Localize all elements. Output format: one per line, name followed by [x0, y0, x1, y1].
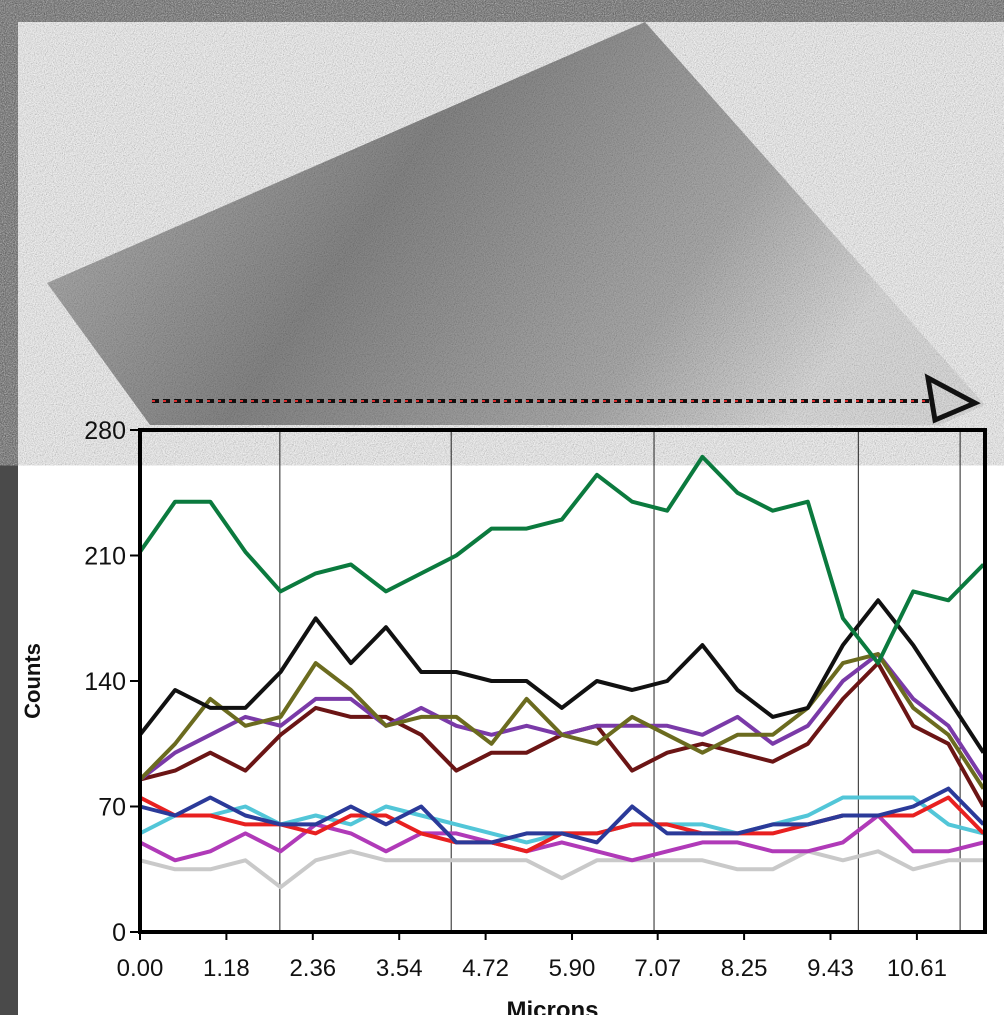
series-line — [138, 652, 986, 790]
scan-arrow — [924, 373, 981, 424]
y-axis-title: Counts — [20, 643, 45, 719]
y-tick-label: 280 — [84, 417, 126, 445]
x-tick-label: 10.61 — [887, 955, 947, 982]
x-tick-label: 1.18 — [203, 955, 250, 982]
y-tick-label: 140 — [84, 668, 126, 696]
series-line — [139, 813, 984, 863]
x-tick-label: 9.43 — [807, 955, 854, 982]
x-tick-label: 0.00 — [117, 955, 164, 982]
y-tick-label: 210 — [84, 543, 126, 571]
x-tick-label: 2.36 — [289, 955, 336, 982]
x-tick-label: 8.25 — [721, 955, 768, 982]
x-axis-title: Microns — [506, 997, 598, 1015]
x-tick-label: 4.72 — [462, 955, 509, 982]
series-line — [139, 849, 984, 890]
plot: 0 70 140 210 280 0.00 1.18 2.36 3.54 4.72 5.90 7.07… — [20, 417, 987, 1015]
x-tick-label: 7.07 — [634, 955, 681, 982]
x-tick-label: 3.54 — [376, 955, 423, 982]
y-tick-label: 0 — [112, 919, 126, 947]
series-line — [139, 786, 985, 845]
series-line — [138, 454, 985, 666]
micrograph — [47, 22, 985, 425]
series-line — [138, 598, 986, 754]
y-tick-label: 70 — [98, 794, 126, 822]
x-tick-label: 5.90 — [549, 955, 596, 982]
